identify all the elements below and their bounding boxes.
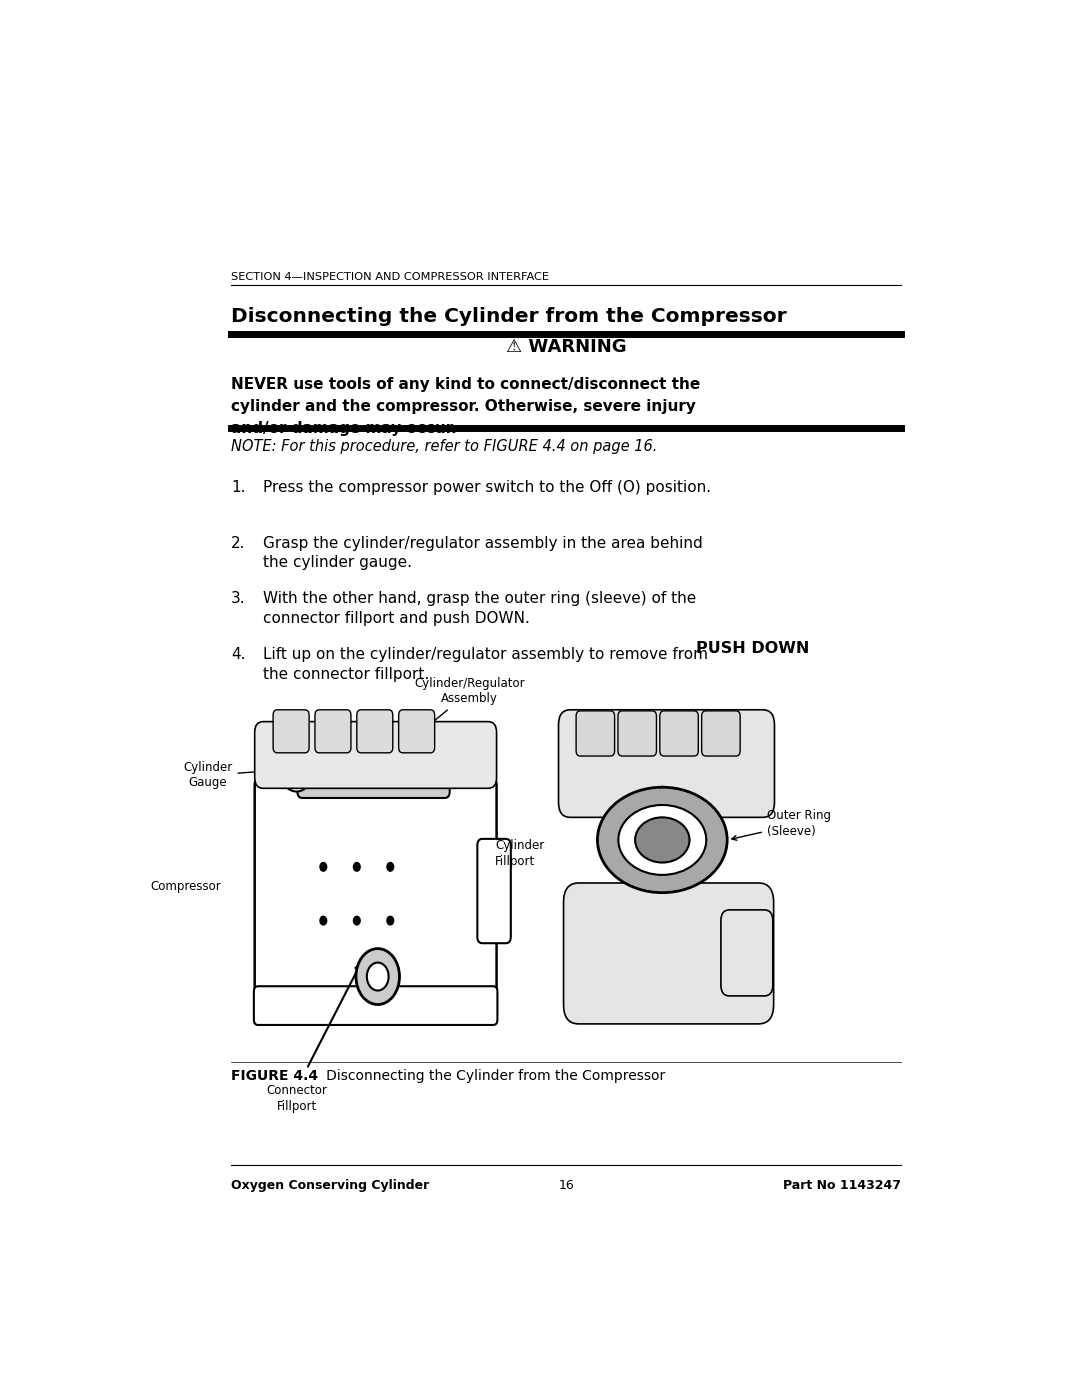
Text: Disconnecting the Cylinder from the Compressor: Disconnecting the Cylinder from the Comp…	[313, 1069, 665, 1083]
FancyBboxPatch shape	[399, 710, 434, 753]
Text: Press the compressor power switch to the Off (O) position.: Press the compressor power switch to the…	[264, 479, 712, 495]
FancyBboxPatch shape	[255, 774, 497, 1009]
Text: ⚠ WARNING: ⚠ WARNING	[505, 338, 626, 356]
Text: Grasp the cylinder/regulator assembly in the area behind
the cylinder gauge.: Grasp the cylinder/regulator assembly in…	[264, 535, 703, 570]
Ellipse shape	[619, 805, 706, 875]
FancyBboxPatch shape	[702, 711, 740, 756]
Text: Compressor: Compressor	[150, 880, 221, 893]
FancyBboxPatch shape	[477, 838, 511, 943]
Text: 2.: 2.	[231, 535, 246, 550]
Ellipse shape	[597, 788, 727, 893]
FancyBboxPatch shape	[254, 986, 498, 1025]
Text: NOTE: For this procedure, refer to FIGURE 4.4 on page 16.: NOTE: For this procedure, refer to FIGUR…	[231, 439, 658, 454]
Text: With the other hand, grasp the outer ring (sleeve) of the
connector fillport and: With the other hand, grasp the outer rin…	[264, 591, 697, 626]
FancyBboxPatch shape	[558, 710, 774, 817]
Text: Part No 1143247: Part No 1143247	[783, 1179, 901, 1192]
Circle shape	[320, 862, 326, 872]
Text: Cylinder/Regulator
Assembly: Cylinder/Regulator Assembly	[391, 678, 525, 757]
Circle shape	[387, 916, 393, 925]
Circle shape	[367, 963, 389, 990]
FancyBboxPatch shape	[315, 710, 351, 753]
FancyBboxPatch shape	[273, 710, 309, 753]
Text: Disconnecting the Cylinder from the Compressor: Disconnecting the Cylinder from the Comp…	[231, 307, 787, 327]
FancyBboxPatch shape	[356, 710, 393, 753]
Ellipse shape	[635, 817, 689, 862]
Circle shape	[280, 749, 313, 792]
Text: 4.: 4.	[231, 647, 246, 662]
Text: NEVER use tools of any kind to connect/disconnect the
cylinder and the compresso: NEVER use tools of any kind to connect/d…	[231, 377, 701, 436]
Text: SECTION 4—INSPECTION AND COMPRESSOR INTERFACE: SECTION 4—INSPECTION AND COMPRESSOR INTE…	[231, 271, 550, 282]
Text: FIGURE 4.4: FIGURE 4.4	[231, 1069, 319, 1083]
Text: 16: 16	[558, 1179, 573, 1192]
Text: 3.: 3.	[231, 591, 246, 606]
FancyBboxPatch shape	[297, 753, 449, 798]
Text: Lift up on the cylinder/regulator assembly to remove from
the connector fillport: Lift up on the cylinder/regulator assemb…	[264, 647, 708, 682]
Text: Cylinder
Gauge: Cylinder Gauge	[184, 761, 275, 789]
FancyBboxPatch shape	[255, 722, 497, 788]
Text: Connector
Fillport: Connector Fillport	[266, 1084, 327, 1113]
Text: Oxygen Conserving Cylinder: Oxygen Conserving Cylinder	[231, 1179, 430, 1192]
Circle shape	[353, 862, 360, 872]
Text: 1.: 1.	[231, 479, 246, 495]
Text: PUSH DOWN: PUSH DOWN	[696, 641, 809, 657]
Text: Cylinder
Fillport: Cylinder Fillport	[495, 838, 544, 868]
Circle shape	[320, 916, 326, 925]
Circle shape	[387, 862, 393, 872]
Circle shape	[356, 949, 400, 1004]
FancyBboxPatch shape	[721, 909, 773, 996]
Text: Outer Ring
(Sleeve): Outer Ring (Sleeve)	[732, 809, 831, 840]
Circle shape	[353, 916, 360, 925]
FancyBboxPatch shape	[564, 883, 773, 1024]
FancyBboxPatch shape	[660, 711, 699, 756]
FancyBboxPatch shape	[618, 711, 657, 756]
FancyBboxPatch shape	[576, 711, 615, 756]
